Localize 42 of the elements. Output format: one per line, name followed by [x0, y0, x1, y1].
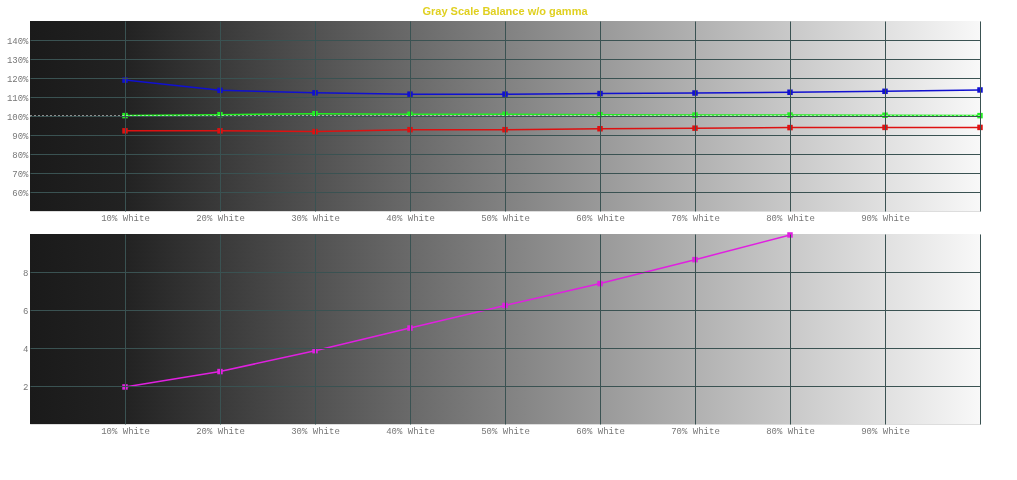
x-tick-label: 80% White: [766, 426, 815, 437]
point: [122, 128, 128, 134]
y-tick-label: 2: [23, 382, 29, 393]
x-tick-label: 80% White: [766, 213, 815, 224]
y-tick-label: 4: [23, 344, 29, 355]
y-tick-label: 120%: [6, 74, 30, 85]
x-tick-label: 70% White: [671, 213, 720, 224]
point: [787, 232, 793, 238]
x-tick-label: 30% White: [291, 213, 340, 224]
point: [407, 325, 413, 331]
x-tick-label: 40% White: [386, 426, 435, 437]
x-tick-label: 20% White: [196, 426, 245, 437]
point: [977, 87, 983, 93]
y-tick-label: 100%: [6, 112, 30, 123]
x-tick-label: 30% White: [291, 426, 340, 437]
x-tick-label: 90% White: [861, 213, 910, 224]
y-tick-label: 60%: [12, 188, 30, 199]
x-tick-label: 90% White: [861, 426, 910, 437]
y-tick-label: 8: [23, 268, 29, 279]
y-tick-label: 110%: [6, 93, 30, 104]
point: [502, 91, 508, 97]
point: [407, 91, 413, 97]
x-tick-label: 60% White: [576, 426, 625, 437]
x-tick-label: 70% White: [671, 426, 720, 437]
y-tick-label: 80%: [12, 150, 30, 161]
x-tick-label: 60% White: [576, 213, 625, 224]
point: [312, 90, 318, 96]
x-tick-label: 10% White: [101, 213, 150, 224]
point: [692, 90, 698, 96]
x-tick-label: 50% White: [481, 426, 530, 437]
x-tick-label: 40% White: [386, 213, 435, 224]
x-tick-label: 10% White: [101, 426, 150, 437]
point: [217, 128, 223, 134]
chart-title: Gray Scale Balance w/o gamma: [422, 5, 589, 17]
y-tick-label: 70%: [12, 169, 30, 180]
y-tick-label: 90%: [12, 131, 30, 142]
point: [692, 125, 698, 131]
y-tick-label: 140%: [6, 36, 30, 47]
x-tick-label: 50% White: [481, 213, 530, 224]
x-tick-label: 20% White: [196, 213, 245, 224]
y-tick-label: 130%: [6, 55, 30, 66]
y-tick-label: 6: [23, 306, 29, 317]
